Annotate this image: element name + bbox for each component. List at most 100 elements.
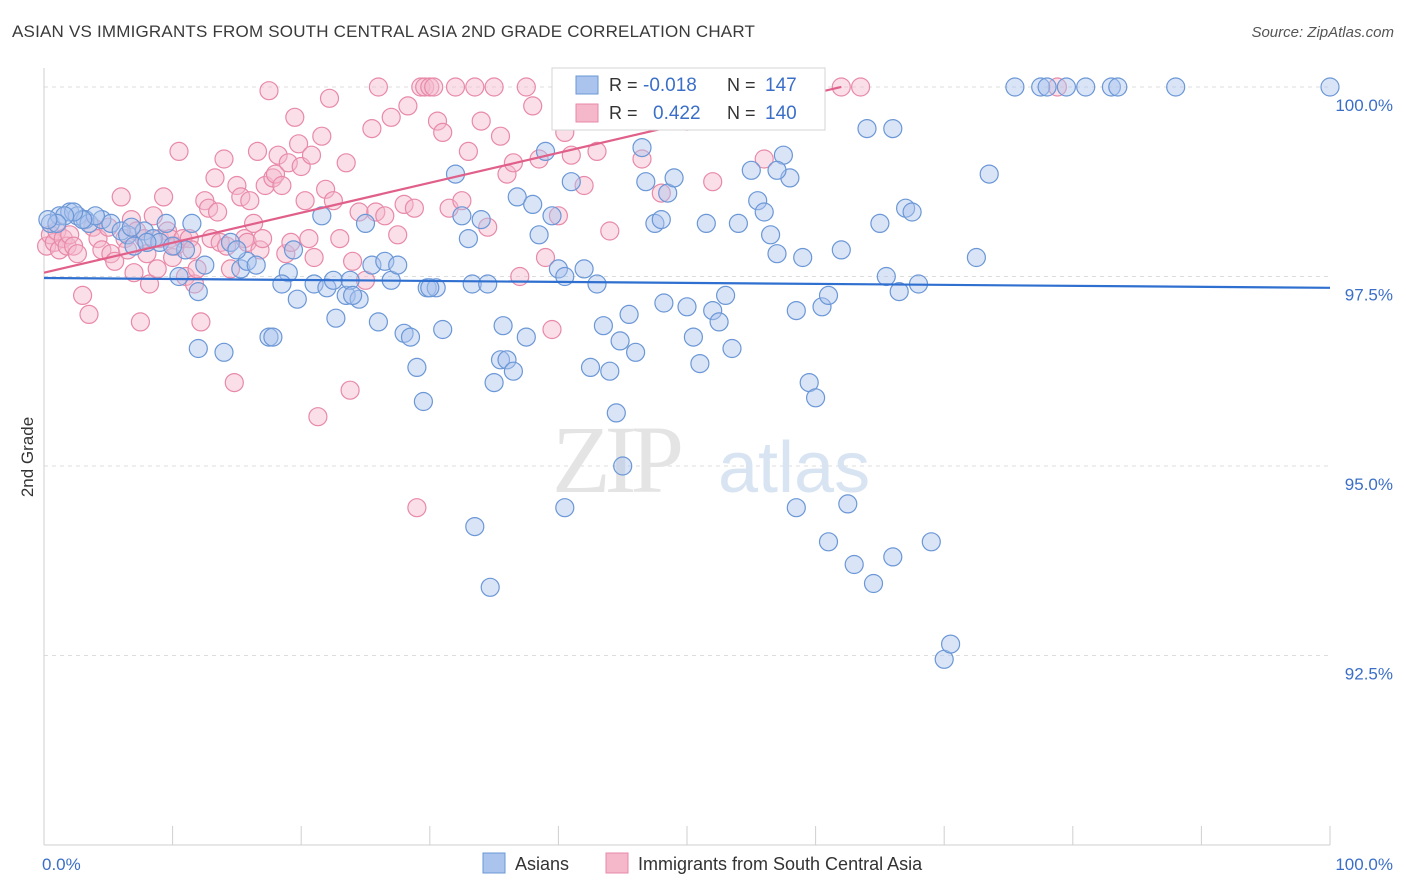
asians-point — [101, 213, 121, 233]
asians-point — [420, 278, 440, 298]
immigrants-point — [57, 236, 77, 256]
asians-point — [593, 316, 614, 336]
asians-point — [651, 210, 671, 230]
legend-asians-label[interactable]: Asians — [515, 854, 569, 874]
asians-point — [818, 285, 839, 305]
immigrants-point — [542, 319, 562, 340]
y-tick-label: 97.5% — [1345, 285, 1393, 304]
y-tick-label: 100.0% — [1335, 96, 1393, 115]
asians-point — [272, 274, 292, 294]
asians-point — [966, 247, 987, 268]
asians-trend-line — [43, 276, 1331, 289]
asians-point — [600, 361, 620, 381]
asians-point — [703, 301, 723, 321]
asians-point — [507, 187, 527, 207]
asians-point — [407, 357, 427, 377]
asians-point — [767, 160, 787, 180]
asians-point — [1037, 77, 1057, 97]
immigrants-n-label: N = — [727, 103, 756, 123]
asians-point — [715, 285, 736, 305]
asians-point — [355, 213, 376, 233]
asians-point — [523, 194, 543, 214]
immigrants-point — [600, 221, 620, 241]
asians-point — [760, 225, 781, 245]
asians-point — [493, 316, 513, 336]
asians-point — [610, 331, 630, 351]
asians-point — [462, 274, 482, 294]
chart-title: ASIAN VS IMMIGRANTS FROM SOUTH CENTRAL A… — [12, 22, 756, 41]
immigrants-point — [214, 149, 234, 169]
asians-point — [664, 168, 684, 188]
asians-swatch — [575, 75, 599, 95]
asians-point — [940, 634, 961, 654]
asians-point — [709, 312, 729, 332]
asians-point — [287, 289, 307, 309]
asians-point — [1108, 77, 1128, 97]
immigrants-point — [220, 259, 241, 279]
asians-point — [632, 138, 652, 158]
asians-point — [555, 498, 575, 518]
asians-point — [121, 217, 141, 237]
asians-point — [426, 278, 446, 298]
asians-point — [1005, 77, 1025, 97]
asians-point — [478, 274, 498, 294]
immigrants-point — [72, 285, 93, 305]
asians-point — [163, 236, 183, 256]
source-label: Source: ZipAtlas.com — [1251, 24, 1394, 41]
immigrants-point — [535, 247, 556, 268]
asians-point — [1031, 77, 1051, 97]
asians-point — [561, 172, 581, 192]
legend-asians-swatch[interactable] — [482, 852, 506, 874]
asians-point — [188, 282, 208, 302]
immigrants-point — [398, 96, 418, 116]
immigrants-point — [445, 77, 466, 97]
immigrants-point — [754, 149, 774, 169]
immigrants-point — [240, 191, 260, 211]
asians-point — [690, 354, 710, 374]
y-tick-label: 95.0% — [1345, 475, 1393, 494]
immigrants-point — [319, 88, 340, 108]
asians-point — [542, 206, 562, 226]
asians-point — [748, 191, 768, 211]
legend-immigrants-label[interactable]: Immigrants from South Central Asia — [638, 854, 923, 874]
asians-n-value: 147 — [765, 75, 797, 96]
immigrants-point — [388, 225, 408, 245]
immigrants-point — [111, 187, 131, 207]
asians-point — [863, 573, 884, 594]
immigrants-point — [227, 175, 247, 196]
asians-point — [619, 304, 639, 324]
immigrants-point — [465, 77, 485, 97]
asians-point — [445, 164, 466, 184]
axes — [43, 68, 1330, 846]
asians-point — [1101, 77, 1122, 97]
asians-point — [343, 285, 363, 305]
immigrants-point — [336, 153, 356, 173]
asians-point — [696, 213, 716, 233]
immigrants-point — [265, 164, 286, 184]
asians-r-value: -0.018 — [643, 75, 697, 96]
asians-point — [902, 202, 922, 222]
asians-point — [85, 206, 106, 226]
immigrants-point — [312, 126, 332, 146]
immigrants-point — [253, 229, 273, 249]
asians-point — [368, 312, 388, 332]
asians-point — [606, 403, 626, 423]
immigrants-point — [368, 77, 388, 97]
asians-points — [38, 77, 1340, 669]
immigrants-point — [308, 407, 328, 427]
immigrants-point — [375, 206, 395, 226]
immigrants-point — [60, 225, 80, 245]
immigrants-point — [304, 247, 324, 268]
immigrants-point — [478, 217, 498, 237]
asians-point — [818, 532, 839, 552]
legend-immigrants-swatch[interactable] — [605, 852, 629, 874]
immigrants-point — [548, 206, 569, 226]
asians-r-label: R = — [609, 75, 638, 95]
y-tick-label: 92.5% — [1345, 664, 1393, 683]
asians-point — [844, 554, 864, 575]
asians-point — [677, 297, 697, 317]
asians-point — [754, 202, 774, 222]
asians-point — [870, 213, 890, 233]
asians-point — [400, 327, 421, 347]
asians-point — [231, 259, 251, 279]
